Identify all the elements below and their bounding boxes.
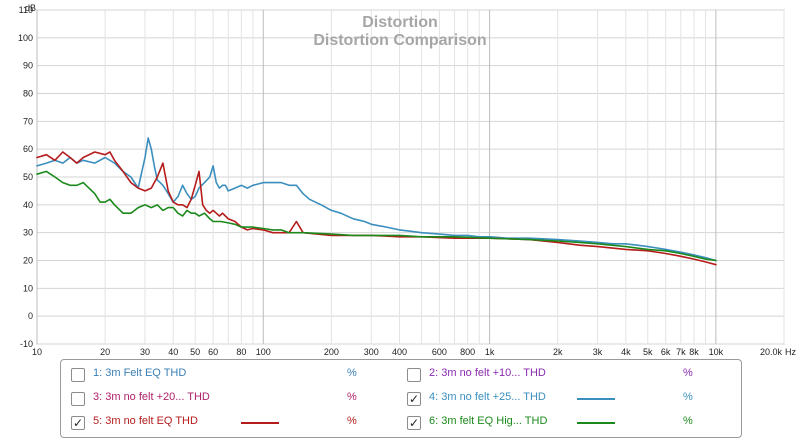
y-tick-label: 100 xyxy=(18,33,33,43)
legend-item[interactable]: ✓ 6: 3m felt EQ Hig... THD% xyxy=(407,414,737,432)
x-tick-label: 6k xyxy=(661,347,671,357)
y-tick-labels: -10 0 10 20 30 40 50 60 70 80 90 100 110 xyxy=(18,5,33,349)
y-tick-label: 110 xyxy=(19,5,33,15)
y-tick-label: 60 xyxy=(23,144,33,154)
legend-swatch xyxy=(241,422,279,424)
x-tick-label: 10k xyxy=(709,347,724,357)
y-tick-label: 0 xyxy=(28,311,33,321)
legend-label: 2: 3m no felt +10... THD xyxy=(429,367,546,379)
x-tick-label: 8k xyxy=(689,347,699,357)
legend-label: 5: 3m no felt EQ THD xyxy=(93,415,198,427)
legend-swatch xyxy=(577,398,615,400)
x-tick-label: 20.0k xyxy=(760,347,783,357)
legend-swatch xyxy=(577,422,615,424)
y-tick-label: 90 xyxy=(23,61,33,71)
x-tick-label: 10 xyxy=(32,347,42,357)
legend-checkbox[interactable] xyxy=(407,368,421,382)
x-tick-label: 7k xyxy=(676,347,686,357)
x-tick-label: 5k xyxy=(643,347,653,357)
x-tick-labels: 10 20 30 40 50 60 80 100 200 300 400 600 800 1k 2k 3k 4k… xyxy=(32,347,782,357)
x-tick-label: 3k xyxy=(593,347,603,357)
legend-unit: % xyxy=(347,415,357,427)
x-tick-label: 80 xyxy=(236,347,246,357)
legend-checkbox[interactable]: ✓ xyxy=(407,392,421,406)
x-tick-label: 400 xyxy=(392,347,407,357)
x-tick-label: 50 xyxy=(190,347,200,357)
y-tick-label: -10 xyxy=(20,339,33,349)
series-lines xyxy=(36,137,717,266)
legend-unit: % xyxy=(683,415,693,427)
series-line-1 xyxy=(36,137,717,262)
y-tick-label: 20 xyxy=(23,256,33,266)
y-tick-label: 30 xyxy=(23,228,33,238)
y-tick-label: 80 xyxy=(23,89,33,99)
legend-checkbox[interactable]: ✓ xyxy=(407,416,421,430)
x-tick-label: 4k xyxy=(621,347,631,357)
x-tick-label: 30 xyxy=(140,347,150,357)
legend-panel: 1: 3m Felt EQ THD% 2: 3m no felt +10... T… xyxy=(60,359,742,438)
y-axis-unit-label: dB xyxy=(25,3,36,13)
legend-item[interactable]: 2: 3m no felt +10... THD% xyxy=(407,366,737,384)
x-tick-label: 2k xyxy=(553,347,563,357)
series-line-3 xyxy=(36,170,717,262)
y-tick-label: 40 xyxy=(23,200,33,210)
legend-item[interactable]: 3: 3m no felt +20... THD% xyxy=(71,390,401,408)
legend-label: 3: 3m no felt +20... THD xyxy=(93,391,210,403)
legend-item[interactable]: ✓ 5: 3m no felt EQ THD% xyxy=(71,414,401,432)
x-tick-label: 300 xyxy=(364,347,379,357)
y-tick-label: 70 xyxy=(23,116,33,126)
legend-unit: % xyxy=(347,391,357,403)
x-tick-label: 20 xyxy=(100,347,110,357)
legend-item[interactable]: 1: 3m Felt EQ THD% xyxy=(71,366,401,384)
legend-label: 6: 3m felt EQ Hig... THD xyxy=(429,415,548,427)
legend-checkbox[interactable] xyxy=(71,368,85,382)
legend-unit: % xyxy=(683,367,693,379)
x-axis-unit-label: Hz xyxy=(785,347,796,357)
legend-item[interactable]: ✓ 4: 3m no felt +25... THD% xyxy=(407,390,737,408)
x-tick-label: 100 xyxy=(256,347,271,357)
chart-subtitle: Distortion Comparison xyxy=(313,32,486,49)
x-tick-label: 200 xyxy=(324,347,339,357)
legend-label: 1: 3m Felt EQ THD xyxy=(93,367,187,379)
x-tick-label: 800 xyxy=(460,347,475,357)
legend-unit: % xyxy=(347,367,357,379)
grid-lines xyxy=(36,9,785,345)
y-tick-label: 10 xyxy=(23,283,33,293)
x-tick-label: 1k xyxy=(485,347,495,357)
x-tick-label: 600 xyxy=(432,347,447,357)
x-tick-label: 40 xyxy=(168,347,178,357)
chart-title: Distortion xyxy=(362,14,438,31)
legend-unit: % xyxy=(683,391,693,403)
legend-checkbox[interactable] xyxy=(71,392,85,406)
x-tick-label: 60 xyxy=(208,347,218,357)
legend-label: 4: 3m no felt +25... THD xyxy=(429,391,546,403)
legend-checkbox[interactable]: ✓ xyxy=(71,416,85,430)
y-tick-label: 50 xyxy=(23,172,33,182)
